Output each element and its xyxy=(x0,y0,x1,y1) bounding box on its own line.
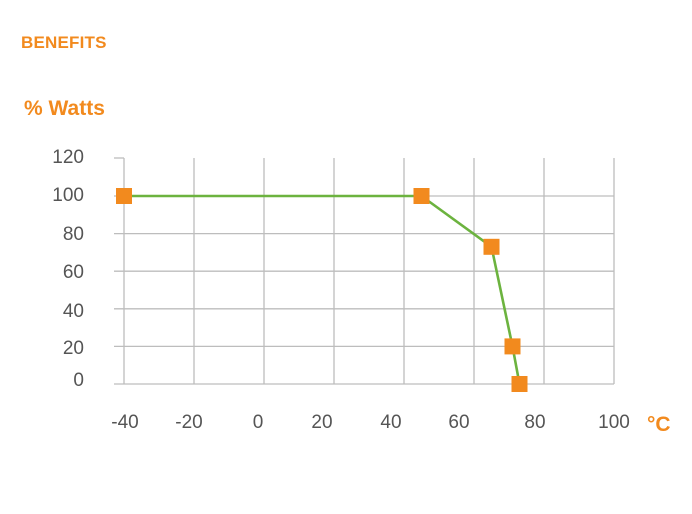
chart-grid xyxy=(114,157,615,385)
y-tick-labels: 120 100 80 60 40 20 0 xyxy=(52,147,84,391)
data-point-2 xyxy=(483,238,500,255)
series-line-0 xyxy=(124,194,521,385)
x-axis-unit-label: °C xyxy=(647,413,671,436)
data-point-3 xyxy=(504,338,521,355)
y-tick-label-1: 100 xyxy=(52,185,84,206)
y-tick-label-0: 120 xyxy=(52,147,84,168)
section-heading: BENEFITS xyxy=(21,33,107,52)
y-tick-label-3: 60 xyxy=(63,262,84,283)
x-tick-labels: -40 -20 0 20 40 60 80 100 xyxy=(111,412,630,433)
x-tick-label-3: 20 xyxy=(311,412,332,433)
x-tick-label-0: -40 xyxy=(111,412,138,433)
data-point-1 xyxy=(413,188,430,204)
data-point-4 xyxy=(511,376,528,392)
y-tick-label-4: 40 xyxy=(63,301,84,322)
y-tick-label-5: 20 xyxy=(63,338,84,359)
y-axis-label: % Watts xyxy=(24,97,105,120)
x-tick-label-5: 60 xyxy=(448,412,469,433)
x-tick-label-4: 40 xyxy=(380,412,401,433)
y-tick-label-6: 0 xyxy=(73,370,84,391)
data-point-0 xyxy=(116,188,132,204)
x-tick-label-6: 80 xyxy=(524,412,545,433)
x-tick-label-7: 100 xyxy=(598,412,630,433)
chart-series xyxy=(116,188,528,392)
x-tick-label-2: 0 xyxy=(253,412,264,433)
y-tick-label-2: 80 xyxy=(63,224,84,245)
x-tick-label-1: -20 xyxy=(175,412,202,433)
